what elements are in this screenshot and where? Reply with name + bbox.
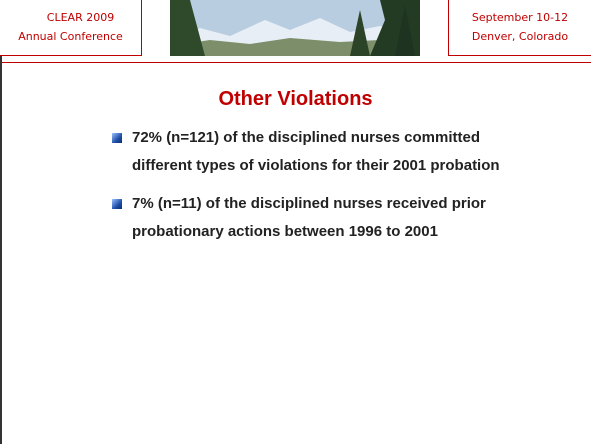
bullet-icon xyxy=(112,133,122,143)
header-right: September 10-12 Denver, Colorado xyxy=(448,0,591,56)
bullet-item: 72% (n=121) of the disciplined nurses co… xyxy=(112,124,502,180)
divider xyxy=(0,62,591,63)
slide-title: Other Violations xyxy=(0,88,591,111)
bullet-list: 72% (n=121) of the disciplined nurses co… xyxy=(112,124,502,256)
slide: CLEAR 2009 Annual Conference September 1… xyxy=(0,0,591,444)
header-text: CLEAR 2009 xyxy=(0,8,141,27)
bullet-item: 7% (n=11) of the disciplined nurses rece… xyxy=(112,190,502,246)
left-border xyxy=(0,56,2,444)
bullet-text: 72% (n=121) of the disciplined nurses co… xyxy=(132,129,500,174)
bullet-icon xyxy=(112,199,122,209)
header-left: CLEAR 2009 Annual Conference xyxy=(0,0,142,56)
bullet-text: 7% (n=11) of the disciplined nurses rece… xyxy=(132,195,486,240)
header-text: Denver, Colorado xyxy=(449,27,591,46)
header-text: Annual Conference xyxy=(0,27,141,46)
header-image xyxy=(170,0,420,56)
header-text: September 10-12 xyxy=(449,8,591,27)
